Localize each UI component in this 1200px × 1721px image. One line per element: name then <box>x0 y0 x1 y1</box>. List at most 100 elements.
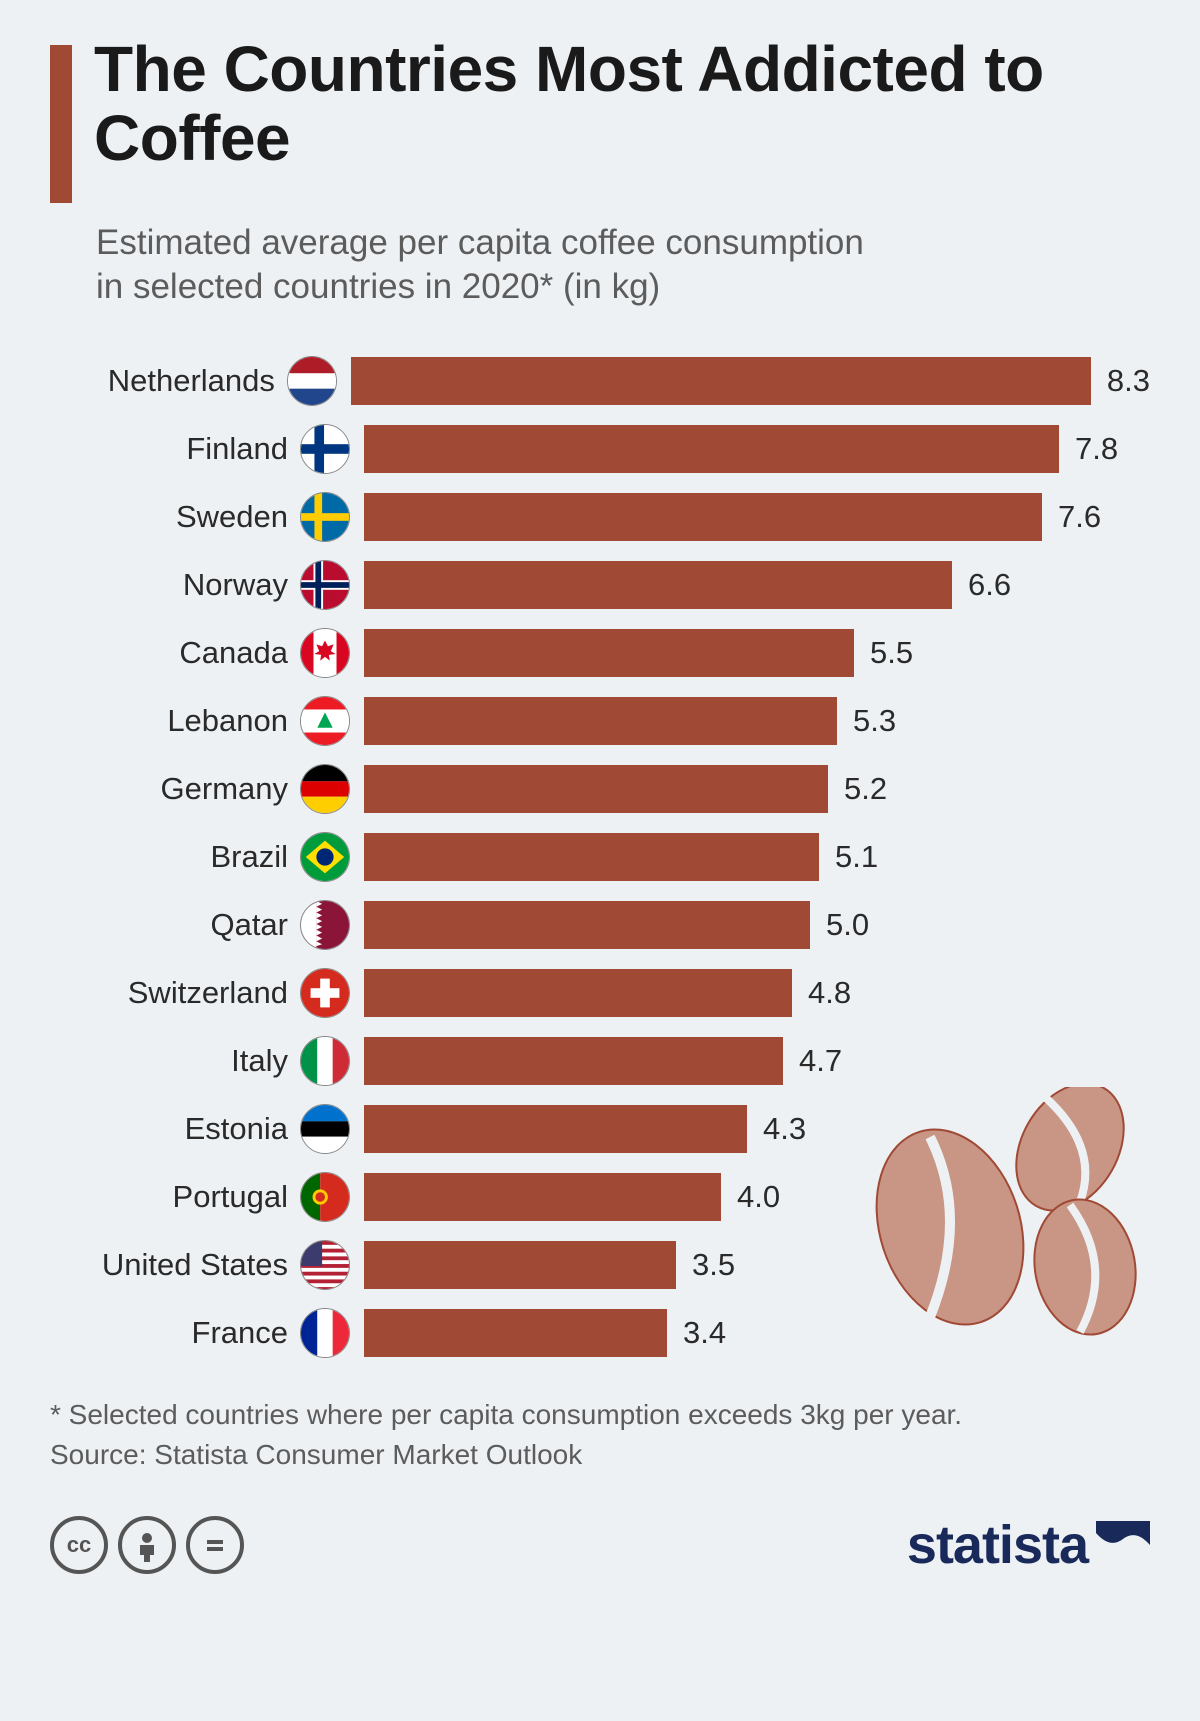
bar <box>364 1105 747 1153</box>
bar-row: Germany 5.2 <box>60 755 1150 823</box>
flag-icon <box>300 492 350 542</box>
title-accent-bar <box>50 45 72 203</box>
bar <box>364 629 854 677</box>
bar-row: Italy 4.7 <box>60 1027 1150 1095</box>
bar-row: Netherlands 8.3 <box>60 347 1150 415</box>
bar-row: Portugal 4.0 <box>60 1163 1150 1231</box>
bar-value: 6.6 <box>968 567 1011 603</box>
bar-value: 5.0 <box>826 907 869 943</box>
country-label: Portugal <box>60 1179 300 1215</box>
country-label: Norway <box>60 567 300 603</box>
bar-wrap: 7.8 <box>364 425 1150 473</box>
bar-value: 7.8 <box>1075 431 1118 467</box>
bar-wrap: 5.2 <box>364 765 1150 813</box>
footer: cc statista <box>50 1514 1150 1576</box>
bar-wrap: 6.6 <box>364 561 1150 609</box>
logo-mark-icon <box>1096 1521 1150 1569</box>
flag-icon <box>300 832 350 882</box>
statista-logo: statista <box>907 1514 1150 1576</box>
bar-row: Qatar 5.0 <box>60 891 1150 959</box>
bar-value: 3.5 <box>692 1247 735 1283</box>
bar <box>364 493 1042 541</box>
bar-value: 4.7 <box>799 1043 842 1079</box>
title-row: The Countries Most Addicted to Coffee <box>50 35 1150 203</box>
footnote-line-1: * Selected countries where per capita co… <box>50 1399 962 1430</box>
bar-wrap: 4.0 <box>364 1173 1150 1221</box>
svg-text:cc: cc <box>67 1532 91 1557</box>
flag-icon <box>300 764 350 814</box>
bar-row: United States 3.5 <box>60 1231 1150 1299</box>
bar <box>364 765 828 813</box>
bar-value: 5.3 <box>853 703 896 739</box>
by-icon <box>118 1516 176 1574</box>
bar-wrap: 5.5 <box>364 629 1150 677</box>
country-label: Switzerland <box>60 975 300 1011</box>
flag-icon <box>287 356 337 406</box>
bar-wrap: 5.1 <box>364 833 1150 881</box>
bar <box>364 1173 721 1221</box>
flag-icon <box>300 1104 350 1154</box>
bar <box>364 1241 676 1289</box>
bar-row: Norway 6.6 <box>60 551 1150 619</box>
bar-row: Estonia4.3 <box>60 1095 1150 1163</box>
flag-icon <box>300 1240 350 1290</box>
country-label: Netherlands <box>60 363 287 399</box>
bar-row: France 3.4 <box>60 1299 1150 1367</box>
bar-value: 5.2 <box>844 771 887 807</box>
bar-row: Switzerland 4.8 <box>60 959 1150 1027</box>
flag-icon <box>300 560 350 610</box>
bar-wrap: 5.0 <box>364 901 1150 949</box>
flag-icon <box>300 696 350 746</box>
bar-wrap: 8.3 <box>351 357 1150 405</box>
subtitle: Estimated average per capita coffee cons… <box>96 221 1150 309</box>
flag-icon <box>300 900 350 950</box>
footnote-line-2: Source: Statista Consumer Market Outlook <box>50 1439 582 1470</box>
bar-wrap: 4.7 <box>364 1037 1150 1085</box>
bar-row: Brazil 5.1 <box>60 823 1150 891</box>
flag-icon <box>300 1172 350 1222</box>
flag-icon <box>300 1308 350 1358</box>
country-label: Italy <box>60 1043 300 1079</box>
bar-value: 4.3 <box>763 1111 806 1147</box>
bar-value: 5.1 <box>835 839 878 875</box>
cc-icon: cc <box>50 1516 108 1574</box>
bar-value: 4.0 <box>737 1179 780 1215</box>
bar-row: Canada 5.5 <box>60 619 1150 687</box>
bar-wrap: 3.5 <box>364 1241 1150 1289</box>
bar <box>351 357 1091 405</box>
bar <box>364 561 952 609</box>
bar <box>364 1037 783 1085</box>
bar-value: 5.5 <box>870 635 913 671</box>
bar-wrap: 4.3 <box>364 1105 1150 1153</box>
bar <box>364 697 837 745</box>
flag-icon <box>300 424 350 474</box>
bar-wrap: 4.8 <box>364 969 1150 1017</box>
country-label: Sweden <box>60 499 300 535</box>
logo-text: statista <box>907 1514 1088 1576</box>
footnote: * Selected countries where per capita co… <box>50 1395 1150 1476</box>
subtitle-line-1: Estimated average per capita coffee cons… <box>96 223 864 262</box>
country-label: United States <box>60 1247 300 1283</box>
license-icons: cc <box>50 1516 244 1574</box>
bar-value: 3.4 <box>683 1315 726 1351</box>
flag-icon <box>300 968 350 1018</box>
flag-icon <box>300 628 350 678</box>
country-label: Brazil <box>60 839 300 875</box>
country-label: Canada <box>60 635 300 671</box>
bar-row: Finland7.8 <box>60 415 1150 483</box>
country-label: France <box>60 1315 300 1351</box>
subtitle-line-2: in selected countries in 2020* (in kg) <box>96 267 660 306</box>
country-label: Germany <box>60 771 300 807</box>
country-label: Lebanon <box>60 703 300 739</box>
bar-wrap: 7.6 <box>364 493 1150 541</box>
country-label: Qatar <box>60 907 300 943</box>
nd-icon <box>186 1516 244 1574</box>
bar <box>364 425 1059 473</box>
bar <box>364 969 792 1017</box>
bar-chart: Netherlands 8.3 Finland7.8 Sweden 7.6 Norway 6… <box>60 347 1150 1367</box>
bar-row: Sweden 7.6 <box>60 483 1150 551</box>
bar <box>364 901 810 949</box>
bar-row: Lebanon 5.3 <box>60 687 1150 755</box>
flag-icon <box>300 1036 350 1086</box>
bar-wrap: 3.4 <box>364 1309 1150 1357</box>
